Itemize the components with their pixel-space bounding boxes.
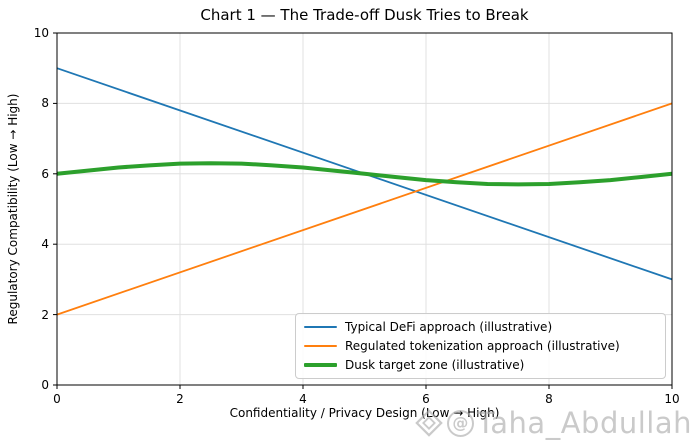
legend-line-swatch-orange <box>304 344 337 347</box>
at-circle-icon: @ <box>446 409 474 437</box>
y-tick-label: 2 <box>41 307 49 322</box>
x-axis-label: Confidentiality / Privacy Design (Low → … <box>229 406 500 420</box>
series-line <box>56 161 673 187</box>
diamond-logo-icon <box>415 409 443 437</box>
y-tick-label: 10 <box>33 26 49 40</box>
legend: Typical DeFi approach (illustrative) Reg… <box>295 313 666 379</box>
series-line <box>56 102 673 316</box>
legend-item-regulated-tokenization: Regulated tokenization approach (illustr… <box>304 337 657 355</box>
legend-line-swatch-blue <box>304 326 337 329</box>
y-tick-label: 8 <box>41 96 49 111</box>
legend-item-typical-defi: Typical DeFi approach (illustrative) <box>304 318 657 336</box>
watermark: @ Taha_Abdullah <box>414 408 690 438</box>
legend-label: Regulated tokenization approach (illustr… <box>345 338 620 353</box>
chart-title: Chart 1 — The Trade-off Dusk Tries to Br… <box>200 6 529 24</box>
y-tick-label: 0 <box>41 378 49 392</box>
x-tick-label: 0 <box>53 392 61 406</box>
y-tick-label: 6 <box>41 166 49 181</box>
legend-label: Typical DeFi approach (illustrative) <box>345 320 553 335</box>
legend-item-dusk-target: Dusk target zone (illustrative) <box>304 356 657 374</box>
x-tick-label: 6 <box>422 392 430 406</box>
x-tick-label: 10 <box>664 392 680 406</box>
axes-spines <box>56 32 673 386</box>
x-tick-label: 4 <box>299 392 307 406</box>
legend-label: Dusk target zone (illustrative) <box>345 357 525 372</box>
legend-line-swatch-green <box>304 362 337 367</box>
y-tick-label: 4 <box>41 237 49 252</box>
watermark-handle: Taha_Abdullah <box>476 405 690 440</box>
y-axis-label: Regulatory Compatibility (Low → High) <box>6 93 20 325</box>
x-tick-label: 2 <box>176 392 184 406</box>
x-tick-label: 8 <box>545 392 553 406</box>
